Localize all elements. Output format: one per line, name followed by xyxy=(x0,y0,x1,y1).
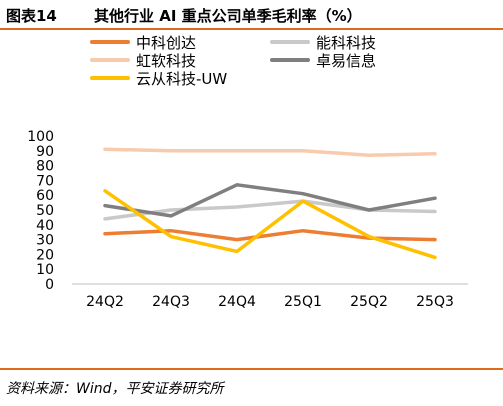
x-tick-label: 25Q2 xyxy=(350,294,388,310)
series-line xyxy=(103,183,437,218)
source-note: 资料来源：Wind，平安证券研究所 xyxy=(6,381,224,397)
figure-number: 图表14 xyxy=(6,7,57,25)
source-footer: 资料来源：Wind，平安证券研究所 xyxy=(0,368,503,406)
y-tick-label: 0 xyxy=(45,277,54,293)
y-tick-label: 50 xyxy=(36,203,54,219)
y-tick-label: 60 xyxy=(36,188,54,204)
legend-label: 虹软科技 xyxy=(136,52,196,70)
legend-label: 中科创达 xyxy=(136,34,196,52)
x-tick-label: 24Q4 xyxy=(218,294,256,310)
y-tick-label: 80 xyxy=(36,159,54,175)
legend-label: 能科科技 xyxy=(316,34,376,52)
y-tick-label: 30 xyxy=(36,233,54,249)
y-tick-label: 20 xyxy=(36,247,54,263)
series-line xyxy=(103,147,437,157)
x-tick-label: 24Q2 xyxy=(86,294,124,310)
y-tick-label: 90 xyxy=(36,144,54,160)
y-tick-label: 10 xyxy=(36,262,54,278)
series-line xyxy=(103,228,437,242)
x-tick-label: 25Q3 xyxy=(416,294,454,310)
x-tick-label: 24Q3 xyxy=(152,294,190,310)
y-tick-label: 40 xyxy=(36,218,54,234)
legend-label: 云从科技-UW xyxy=(136,70,227,88)
series-line xyxy=(103,189,437,260)
x-tick-label: 25Q1 xyxy=(284,294,322,310)
figure-title: 其他行业 AI 重点公司单季毛利率（%） xyxy=(94,7,362,25)
y-tick-label: 70 xyxy=(36,173,54,189)
legend-label: 卓易信息 xyxy=(316,52,376,70)
figure-header: 图表14 其他行业 AI 重点公司单季毛利率（%） xyxy=(0,0,503,30)
series-line xyxy=(103,199,437,221)
y-tick-label: 100 xyxy=(27,129,54,145)
